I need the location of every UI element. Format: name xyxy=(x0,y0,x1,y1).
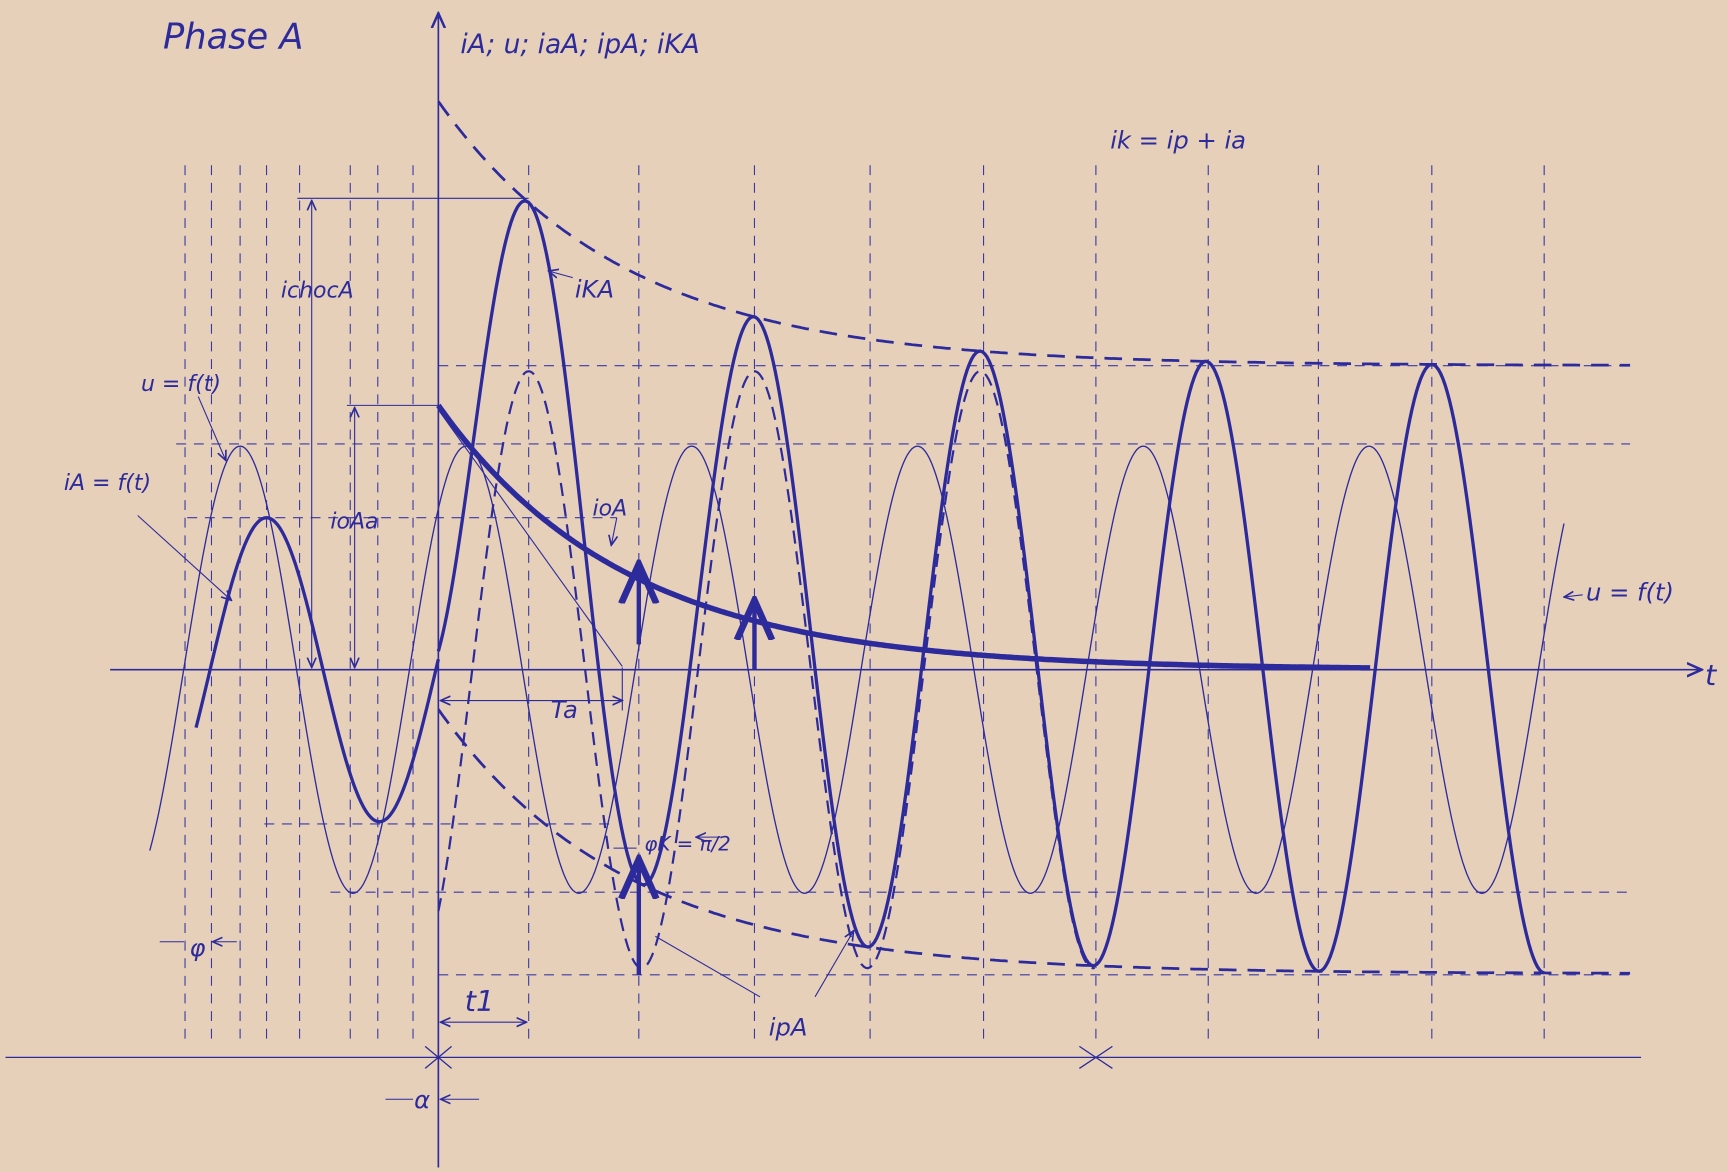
label: α xyxy=(414,1086,430,1114)
x-axis-label: t xyxy=(1705,658,1718,692)
label: φ xyxy=(189,934,205,962)
label: u = f(t) xyxy=(1586,578,1674,606)
label: t1 xyxy=(465,984,494,1018)
label: φK = π/2 xyxy=(644,832,730,855)
formula: ik = ip + ia xyxy=(1110,127,1246,155)
paper xyxy=(0,0,1727,1172)
label: iA = f(t) xyxy=(64,471,151,496)
y-axis-label: iA; u; iaA; ipA; iKA xyxy=(460,29,699,60)
label: ioAa xyxy=(330,510,378,535)
label: iKA xyxy=(575,275,614,303)
label: Ta xyxy=(551,696,578,724)
label: u = f(t) xyxy=(141,372,221,397)
label: ichocA xyxy=(281,278,354,303)
label: ioA xyxy=(593,497,628,522)
title: Phase A xyxy=(163,17,304,58)
diagram: Phase A iA; u; iaA; ipA; iKA t ik = ip +… xyxy=(0,0,1727,1172)
label: ipA xyxy=(769,1013,808,1041)
